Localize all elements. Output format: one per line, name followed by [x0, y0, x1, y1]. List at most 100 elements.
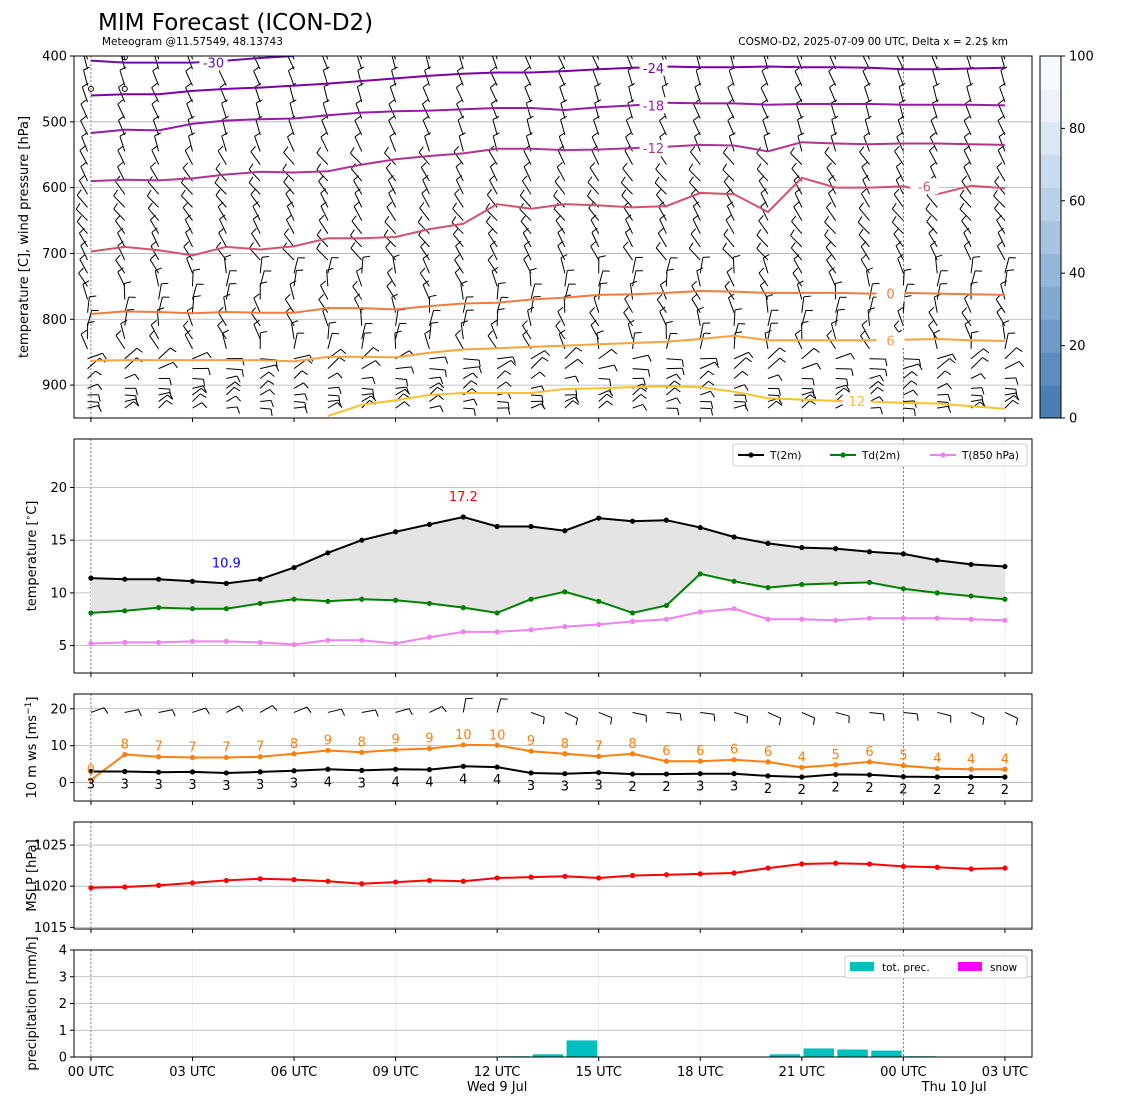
barb-flag [693, 115, 700, 121]
upper-wind-barb [860, 330, 870, 350]
barb-staff [732, 257, 735, 274]
barb-staff [83, 70, 89, 86]
barb-flag [117, 145, 124, 151]
barb-staff [733, 357, 747, 370]
barb-staff [936, 270, 942, 287]
upper-wind-barb [970, 357, 989, 369]
upper-wind-barb [598, 270, 610, 287]
upper-wind-barb [361, 376, 376, 385]
barb-flag [218, 227, 225, 234]
upper-wind-barb [249, 242, 261, 261]
barb-staff [320, 285, 329, 300]
barb-staff [726, 205, 735, 221]
upper-wind-barb [418, 146, 430, 165]
barb-staff [327, 399, 339, 403]
upper-wind-barb [1004, 347, 1023, 360]
barb-staff [185, 232, 193, 248]
barb-flag [591, 132, 599, 138]
upper-wind-barb [767, 309, 779, 326]
barb-flag [897, 115, 905, 121]
barb-flag [406, 379, 408, 387]
upper-tick-label: 600 [42, 181, 67, 196]
barb-staff [350, 152, 363, 165]
upper-wind-barb [767, 387, 781, 396]
isotherm-label-bg [910, 178, 939, 195]
upper-wind-barb [860, 254, 870, 274]
barb-flag [558, 132, 566, 137]
date-label: Thu 10 Jul [921, 1080, 987, 1095]
upper-wind-barb [522, 320, 532, 340]
upper-wind-barb [252, 201, 261, 221]
barb-flag [593, 115, 600, 121]
upper-wind-barb [184, 145, 193, 165]
barb-staff [185, 70, 193, 86]
barb-flag [439, 377, 444, 384]
barb-flag [252, 214, 260, 220]
barb-staff [563, 296, 566, 313]
upper-wind-barb [530, 371, 546, 379]
upper-wind-barb [824, 216, 837, 235]
upper-wind-barb [793, 254, 803, 274]
barb-staff [85, 56, 89, 60]
barb-staff [824, 152, 837, 165]
barb-staff [861, 324, 870, 340]
wind-point-mean [663, 771, 670, 777]
barb-staff [936, 370, 946, 379]
barb-staff [191, 56, 193, 60]
barb-staff [996, 219, 1006, 234]
isotherm-label: -30 [203, 57, 224, 72]
isotherm-label: -24 [643, 62, 664, 77]
barb-flag [316, 163, 322, 170]
barb-staff [117, 232, 126, 248]
barb-flag [153, 115, 160, 121]
barb-staff [996, 245, 1006, 261]
colorbar-tick-label: 40 [1069, 267, 1086, 282]
surface-wind-barb [632, 711, 647, 723]
barb-staff [931, 56, 938, 70]
upper-wind-barb [970, 256, 981, 274]
gust-label: 0 [87, 763, 95, 778]
barb-flag [185, 66, 192, 72]
upper-wind-barb [589, 162, 600, 182]
barb-staff [995, 299, 1006, 313]
series-point-0 [799, 544, 805, 551]
barb-staff [429, 376, 441, 380]
barb-staff [859, 151, 870, 165]
barb-flag [628, 82, 636, 87]
barb-flag [221, 99, 228, 104]
barb-staff [192, 402, 203, 409]
barb-flag [338, 387, 342, 394]
upper-wind-barb [523, 161, 532, 182]
barb-staff [971, 394, 983, 397]
barb-flag [117, 99, 124, 105]
barb-staff [283, 233, 295, 248]
barb-flag [269, 389, 275, 395]
barb-flag [459, 132, 466, 137]
barb-flag [982, 357, 989, 362]
gust-label: 6 [764, 745, 772, 760]
series-point-2 [528, 627, 534, 633]
barb-flag [216, 241, 222, 248]
barb-staff [766, 56, 769, 60]
barb-flag [779, 357, 786, 363]
barb-staff [835, 297, 841, 313]
series-point-2 [596, 621, 602, 628]
barb-staff [361, 323, 366, 340]
upper-wind-barb [158, 399, 173, 409]
barb-flag [708, 370, 715, 376]
barb-flag [186, 99, 193, 105]
upper-wind-barb [699, 256, 710, 274]
upper-wind-barb [590, 214, 600, 234]
upper-wind-barb [85, 56, 89, 60]
barb-staff [936, 358, 950, 370]
barb-staff [115, 259, 126, 274]
barb-flag [455, 241, 462, 247]
barb-flag [424, 66, 431, 71]
barb-staff [327, 402, 338, 409]
barb-staff [903, 400, 915, 403]
barb-staff [463, 366, 480, 370]
barb-staff [932, 86, 938, 103]
series-point-0 [697, 524, 703, 531]
upper-wind-barb [869, 368, 888, 377]
barb-flag [362, 255, 371, 258]
